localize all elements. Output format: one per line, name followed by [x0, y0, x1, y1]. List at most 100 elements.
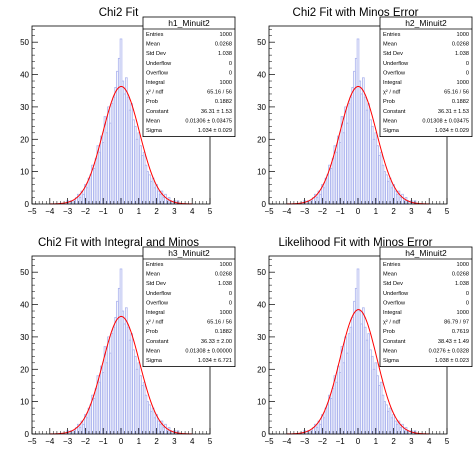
x-tick-label: −4	[45, 437, 55, 446]
stats-label: Underflow	[383, 61, 409, 67]
stats-label: Entries	[383, 32, 401, 38]
y-tick-label: 0	[262, 430, 267, 439]
stats-label: Constant	[383, 109, 406, 115]
stats-value: 0.01306 ± 0.03475	[185, 118, 232, 124]
x-tick-label: 4	[190, 207, 195, 216]
stats-label: Entries	[383, 262, 401, 268]
chart-svg: Likelihood Fit with Minos Error −5 −4 −3 −2−…	[257, 237, 473, 446]
stats-label: Constant	[383, 339, 406, 345]
x-tick-label: 4	[427, 207, 432, 216]
stats-value: 0	[229, 300, 232, 306]
y-tick-label: 30	[257, 333, 266, 342]
stats-value: 0	[229, 61, 232, 67]
chart-panel-1: Chi2 Fit −5 −4 −3 −2 −1 0 1 2 3 4 5 0 10 20 30 40 50 h1_Mi…	[0, 0, 237, 230]
stats-value: 1.038	[455, 51, 469, 57]
y-tick-label: 20	[20, 365, 29, 374]
stats-label: Overflow	[383, 70, 406, 76]
stats-label: Prob	[146, 329, 158, 335]
stats-box: h1_Minuit2 Entries 1000 Mean 0.0268 Std Dev 1.…	[142, 16, 236, 137]
stats-box-frame	[379, 246, 473, 367]
stats-label: Mean	[146, 272, 160, 278]
chart-title: Chi2 Fit with Integral and Minos	[38, 237, 199, 249]
x-tick-label: −5	[27, 207, 37, 216]
stats-value: 86.79 / 97	[444, 320, 469, 326]
chart-panel-4: Likelihood Fit with Minos Error −5 −4 −3 −2−…	[237, 230, 474, 461]
x-tick-label: −2	[318, 207, 328, 216]
stats-label: Sigma	[146, 358, 163, 364]
stats-label: Underflow	[146, 291, 172, 297]
x-tick-label: −3	[300, 207, 310, 216]
stats-label: Overflow	[146, 300, 169, 306]
stats-label: Prob	[146, 99, 158, 105]
stats-label: χ² / ndf	[146, 320, 164, 326]
stats-value: 0.0268	[215, 272, 232, 278]
stats-value: 1000	[220, 262, 232, 268]
y-tick-label: 30	[20, 103, 29, 112]
stats-label: Entries	[146, 32, 164, 38]
y-tick-label: 50	[20, 38, 29, 47]
y-tick-label: 30	[257, 103, 266, 112]
x-tick-label: 4	[190, 437, 195, 446]
stats-value: 1.038	[218, 51, 232, 57]
stats-label: Constant	[146, 109, 169, 115]
stats-value: 0.7619	[452, 329, 469, 335]
y-tick-label: 10	[20, 168, 29, 177]
stats-label: Mean	[383, 42, 397, 48]
stats-label: Mean	[146, 42, 160, 48]
x-tick-label: −3	[63, 207, 73, 216]
stats-value: 0	[466, 291, 469, 297]
y-tick-label: 20	[257, 135, 266, 144]
stats-label: Integral	[383, 80, 402, 86]
y-tick-label: 30	[20, 333, 29, 342]
y-tick-label: 40	[257, 301, 266, 310]
x-tick-label: 2	[154, 437, 159, 446]
y-tick-label: 50	[257, 268, 266, 277]
y-tick-label: 10	[20, 398, 29, 407]
stats-value: 65.16 / 56	[207, 90, 232, 96]
stats-value: 38.43 ± 1.49	[438, 339, 469, 345]
x-tick-label: 1	[374, 207, 379, 216]
stats-label: Overflow	[383, 300, 406, 306]
stats-box-name: h1_Minuit2	[168, 18, 210, 28]
x-tick-label: −1	[336, 207, 346, 216]
x-tick-label: 2	[391, 437, 396, 446]
stats-value: 65.16 / 56	[444, 90, 469, 96]
x-tick-label: −4	[45, 207, 55, 216]
x-tick-label: −5	[27, 437, 37, 446]
x-tick-label: 4	[427, 437, 432, 446]
stats-box: h2_Minuit2 Entries 1000 Mean 0.0268 Std Dev 1.…	[379, 16, 473, 137]
y-tick-label: 50	[20, 268, 29, 277]
stats-label: Integral	[146, 80, 165, 86]
x-tick-label: −4	[282, 437, 292, 446]
stats-value: 36.31 ± 1.53	[201, 109, 232, 115]
stats-value: 1.038	[455, 281, 469, 287]
x-tick-label: −1	[99, 207, 109, 216]
x-tick-label: −5	[264, 437, 274, 446]
stats-box: h4_Minuit2 Entries 1000 Mean 0.0268 Std Dev 1.…	[379, 246, 473, 367]
stats-value: 0.01308 ± 0.00000	[185, 348, 232, 354]
stats-box-frame	[142, 246, 236, 367]
stats-label: Sigma	[383, 358, 400, 364]
stats-label: Std Dev	[383, 51, 403, 57]
x-tick-label: 0	[119, 437, 124, 446]
stats-value: 0.0268	[215, 42, 232, 48]
stats-label: Constant	[146, 339, 169, 345]
y-tick-label: 20	[257, 365, 266, 374]
stats-label: χ² / ndf	[383, 90, 401, 96]
stats-value: 0.1882	[215, 99, 232, 105]
stats-value: 65.16 / 56	[207, 320, 232, 326]
stats-label: Std Dev	[383, 281, 403, 287]
x-tick-label: −1	[99, 437, 109, 446]
stats-value: 1.038 ± 0.023	[435, 358, 469, 364]
stats-box-name: h2_Minuit2	[405, 18, 447, 28]
stats-label: χ² / ndf	[146, 90, 164, 96]
y-tick-label: 40	[20, 71, 29, 80]
y-tick-label: 50	[257, 38, 266, 47]
stats-label: Overflow	[146, 70, 169, 76]
stats-value: 1000	[220, 310, 232, 316]
chart-panel-2: Chi2 Fit with Minos Error −5 −4 −3 −2 −1 0 1 2 3 4…	[237, 0, 474, 230]
chart-svg: Chi2 Fit−5 −4 −3 −2 −1 0 1 2 3 4 501020304050h1_Mi…	[20, 7, 236, 216]
stats-value: 36.31 ± 1.53	[438, 109, 469, 115]
stats-value: 36.33 ± 2.00	[201, 339, 232, 345]
stats-label: Integral	[383, 310, 402, 316]
